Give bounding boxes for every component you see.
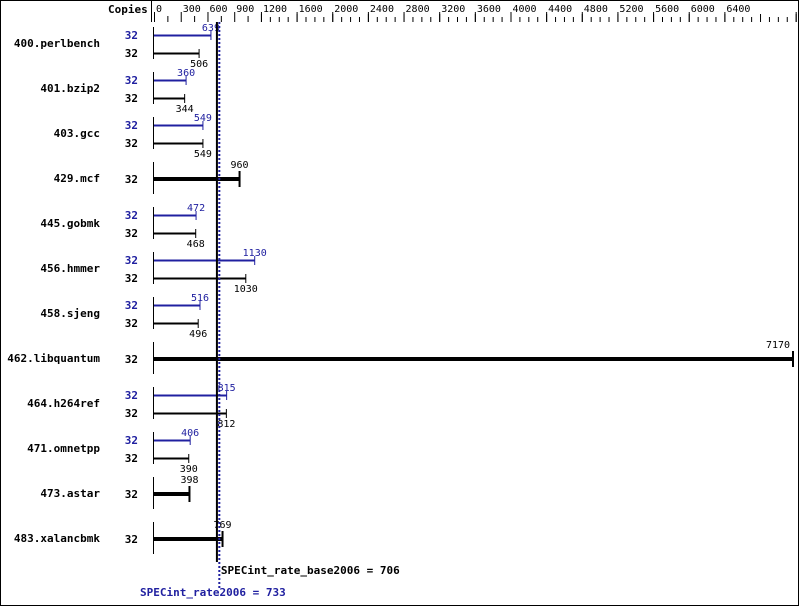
base-copies: 32 (125, 533, 138, 546)
benchmark-label: 483.xalancbmk (14, 532, 100, 545)
x-tick-label: 4000 (512, 4, 536, 15)
x-tick-label: 4400 (548, 4, 572, 15)
reference-lines: SPECint_rate_base2006 = 706 SPECint_rate2… (140, 22, 400, 599)
base-value-label: 496 (189, 329, 207, 340)
peak-copies: 32 (125, 119, 138, 132)
benchmark-label: 403.gcc (54, 127, 100, 140)
base-copies: 32 (125, 488, 138, 501)
base-bar (154, 177, 240, 181)
base-copies: 32 (125, 173, 138, 186)
base-value-label: 812 (217, 419, 235, 430)
x-tick-label: 4800 (584, 4, 608, 15)
benchmark-row: 400.perlbench 32 32 639 506 (14, 23, 220, 70)
peak-copies: 32 (125, 434, 138, 447)
base-value-label: 390 (180, 464, 198, 475)
benchmark-label: 429.mcf (54, 172, 100, 185)
base-copies: 32 (125, 452, 138, 465)
x-tick-label: 2400 (370, 4, 394, 15)
x-tick-label: 600 (209, 4, 227, 15)
peak-copies: 32 (125, 299, 138, 312)
base-copies: 32 (125, 47, 138, 60)
base-bar (154, 537, 223, 541)
x-tick-label: 0 (156, 4, 162, 15)
base-summary-label: SPECint_rate_base2006 = 706 (221, 564, 400, 577)
base-copies: 32 (125, 272, 138, 285)
x-tick-label: 1600 (299, 4, 323, 15)
base-bar (154, 357, 793, 361)
peak-value-label: 360 (177, 68, 195, 79)
x-tick-label: 1200 (263, 4, 287, 15)
benchmark-label: 473.astar (40, 487, 100, 500)
benchmark-row: 401.bzip2 32 32 360 344 (40, 68, 195, 115)
base-copies: 32 (125, 227, 138, 240)
peak-value-label: 549 (194, 113, 212, 124)
base-copies: 32 (125, 92, 138, 105)
x-tick-label: 6000 (691, 4, 715, 15)
base-copies: 32 (125, 317, 138, 330)
x-tick-label: 300 (183, 4, 201, 15)
base-copies: 32 (125, 353, 138, 366)
benchmark-label: 464.h264ref (27, 397, 100, 410)
base-value-label: 398 (180, 475, 198, 486)
benchmark-label: 456.hmmer (40, 262, 100, 275)
base-value-label: 7170 (766, 340, 790, 351)
benchmark-row: 471.omnetpp 32 32 406 390 (27, 428, 199, 475)
peak-value-label: 815 (218, 383, 236, 394)
peak-value-label: 1130 (243, 248, 267, 259)
base-value-label: 468 (187, 239, 205, 250)
base-copies: 32 (125, 407, 138, 420)
benchmark-label: 462.libquantum (7, 352, 100, 365)
base-value-label: 1030 (234, 284, 258, 295)
benchmark-row: 456.hmmer 32 32 1130 1030 (40, 248, 266, 295)
x-tick-label: 5200 (619, 4, 643, 15)
benchmark-label: 401.bzip2 (40, 82, 100, 95)
x-tick-label: 2000 (334, 4, 358, 15)
x-tick-label: 3200 (441, 4, 465, 15)
benchmark-label: 400.perlbench (14, 37, 100, 50)
peak-copies: 32 (125, 389, 138, 402)
peak-copies: 32 (125, 74, 138, 87)
x-tick-label: 7200 (798, 4, 799, 15)
benchmark-row: 462.libquantum 32 7170 (7, 340, 794, 374)
x-axis: 0 300 600 900 1200 1600 2000 2400 2800 3200 3600 40… (154, 4, 799, 22)
peak-copies: 32 (125, 209, 138, 222)
base-value-label: 506 (190, 59, 208, 70)
benchmark-label: 458.sjeng (40, 307, 100, 320)
benchmark-row: 429.mcf 32 960 (54, 160, 249, 194)
benchmark-row: 464.h264ref 32 32 815 812 (27, 383, 236, 430)
peak-value-label: 472 (187, 203, 205, 214)
x-tick-label: 900 (236, 4, 254, 15)
x-tick-label: 2800 (406, 4, 430, 15)
benchmark-label: 445.gobmk (40, 217, 100, 230)
benchmark-row: 473.astar 32 398 (40, 475, 199, 509)
base-value-label: 549 (194, 149, 212, 160)
benchmark-row: 403.gcc 32 32 549 549 (54, 113, 212, 160)
x-tick-label: 6400 (726, 4, 750, 15)
peak-summary-label: SPECint_rate2006 = 733 (140, 586, 286, 599)
peak-value-label: 406 (181, 428, 199, 439)
peak-value-label: 516 (191, 293, 209, 304)
peak-value-label: 639 (202, 23, 220, 34)
benchmark-row: 445.gobmk 32 32 472 468 (40, 203, 205, 250)
peak-copies: 32 (125, 254, 138, 267)
bars: 400.perlbench 32 32 639 506 401.bzip2 32 32 360 3… (7, 23, 794, 554)
benchmark-row: 483.xalancbmk 32 769 (14, 520, 232, 554)
base-bar (154, 492, 190, 496)
benchmark-row: 458.sjeng 32 32 516 496 (40, 293, 209, 340)
copies-header: Copies (108, 3, 148, 16)
base-value-label: 344 (176, 104, 194, 115)
x-tick-label: 5600 (655, 4, 679, 15)
x-tick-label: 3600 (477, 4, 501, 15)
base-value-label: 960 (231, 160, 249, 171)
peak-copies: 32 (125, 29, 138, 42)
benchmark-label: 471.omnetpp (27, 442, 100, 455)
base-copies: 32 (125, 137, 138, 150)
base-value-label: 769 (214, 520, 232, 531)
